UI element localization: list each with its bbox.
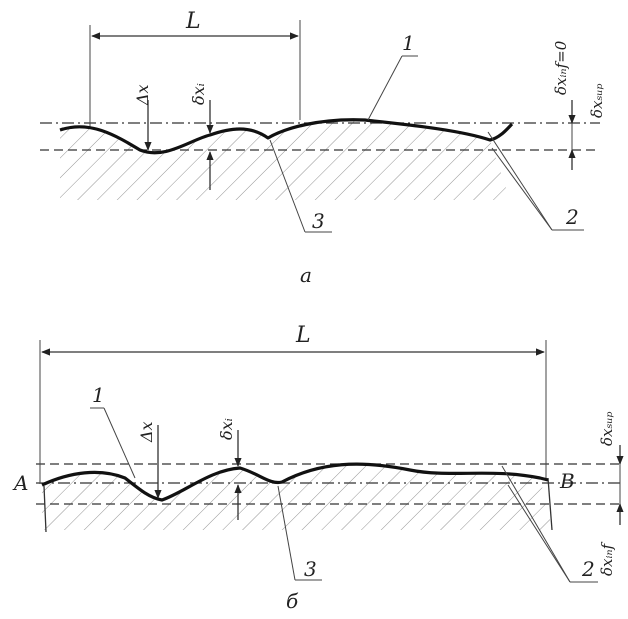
- callout-1-leader-a: [367, 55, 403, 121]
- callout-2-b: 2: [581, 557, 595, 581]
- length-label-a: L: [185, 9, 201, 34]
- callout-3-leader-b: [277, 485, 296, 581]
- callout-2-leader-lower-a: [491, 147, 553, 231]
- delta-x-label-b: Δx: [137, 421, 156, 443]
- callout-2-a: 2: [565, 205, 579, 229]
- material-hatch-b: [42, 464, 552, 530]
- delta-x-inf-label-b: δxᵢₙf: [598, 541, 616, 576]
- material-hatch-a: [60, 119, 510, 200]
- surface-profile-a: [59, 118, 514, 155]
- point-a-label: A: [12, 471, 28, 495]
- delta-xi-label-a: δxᵢ: [189, 83, 208, 105]
- callout-3-a: 3: [312, 209, 325, 233]
- right-wall-b: [547, 477, 553, 531]
- caption-b: б: [286, 589, 299, 613]
- figure-a: L Δx δxᵢ δxᵢₙf=0 δxₛᵤₚ 1 2 3 a: [40, 9, 606, 287]
- delta-x-inf-label-a: δxᵢₙf=0: [552, 40, 570, 95]
- callout-2-leader-lower-b: [507, 484, 571, 583]
- callout-3-leader-a: [269, 139, 306, 233]
- callout-3-b: 3: [304, 557, 317, 581]
- callout-1-b: 1: [92, 383, 105, 407]
- figure-b: L Δx δxᵢ δxₛᵤₚ δxᵢₙf A B 1 2 3 б: [12, 323, 624, 613]
- left-wall-b: [43, 485, 47, 533]
- point-b-label: B: [559, 469, 575, 493]
- surface-profile-b: [41, 462, 549, 502]
- delta-x-label-a: Δx: [133, 84, 152, 106]
- delta-xi-label-b: δxᵢ: [217, 418, 236, 440]
- callout-2-leader-upper-a: [487, 131, 553, 231]
- delta-x-sup-label-a: δxₛᵤₚ: [588, 83, 606, 118]
- callout-1-leader-b: [103, 407, 136, 479]
- delta-x-sup-label-b: δxₛᵤₚ: [598, 411, 616, 446]
- callout-1-a: 1: [402, 31, 415, 55]
- caption-a: a: [300, 263, 312, 287]
- callout-2-leader-upper-b: [501, 465, 571, 583]
- length-label-b: L: [295, 323, 311, 348]
